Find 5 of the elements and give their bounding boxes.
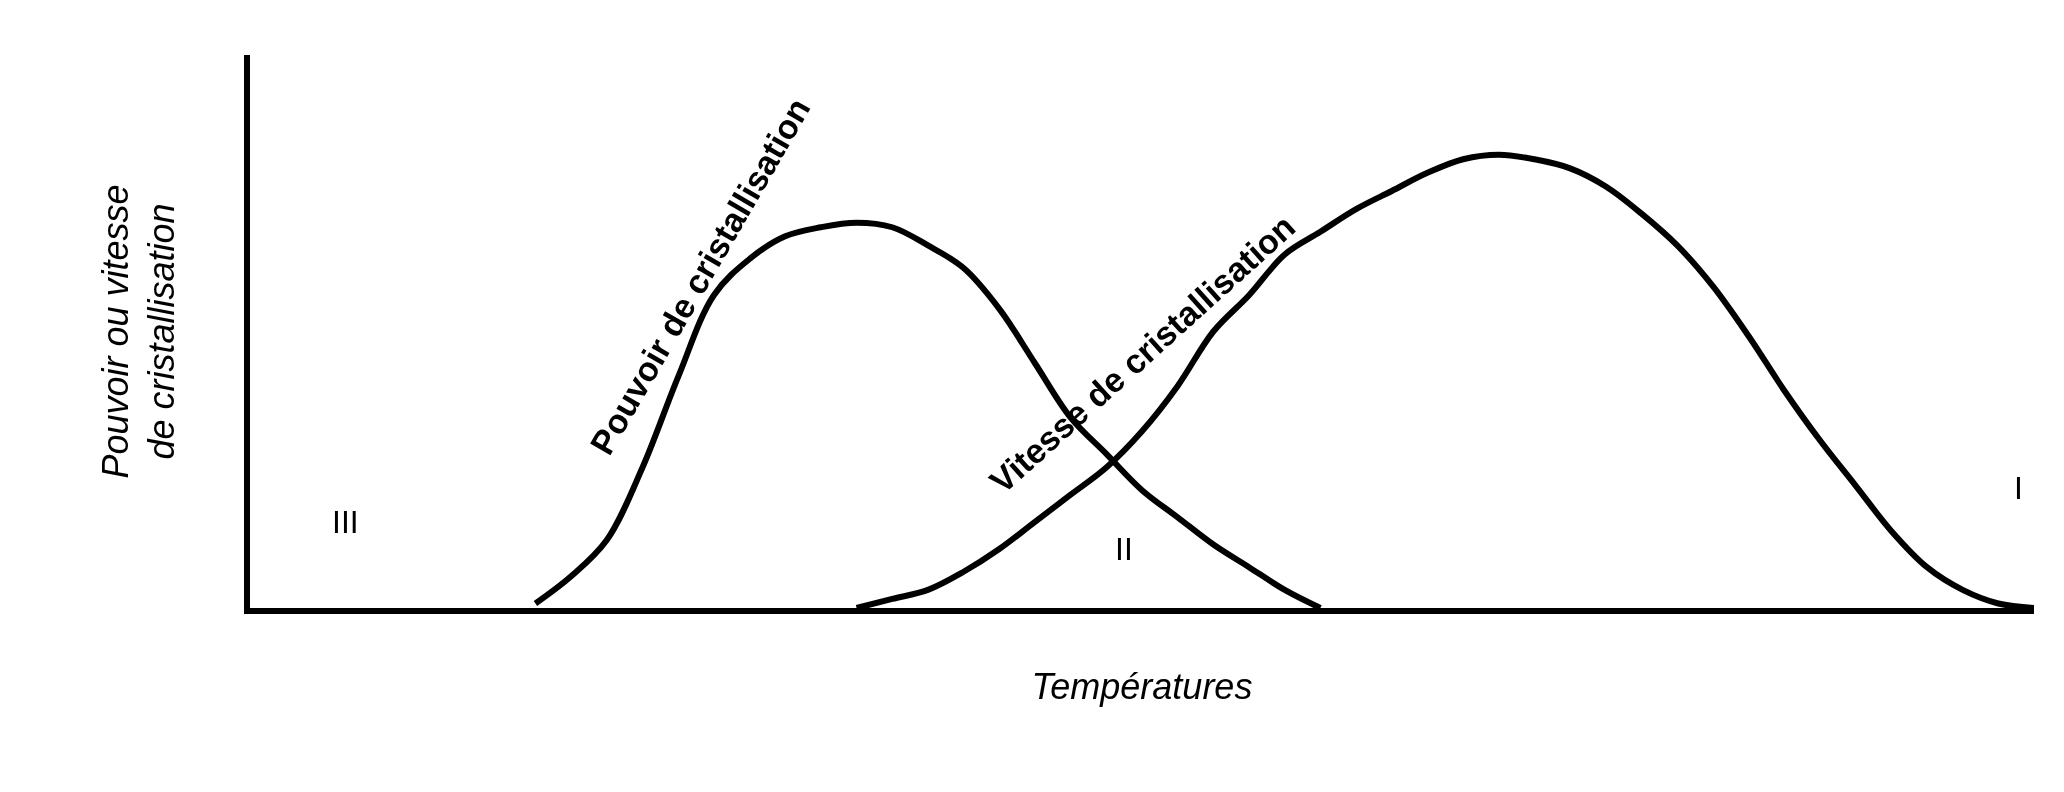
annotation: I: [2014, 470, 2023, 506]
annotation: II: [1115, 531, 1133, 567]
x-axis-title: Températures: [1031, 665, 1253, 707]
annotation: III: [332, 504, 359, 540]
y-axis-title: Pouvoir ou vitesse de cristallisation: [94, 184, 183, 479]
